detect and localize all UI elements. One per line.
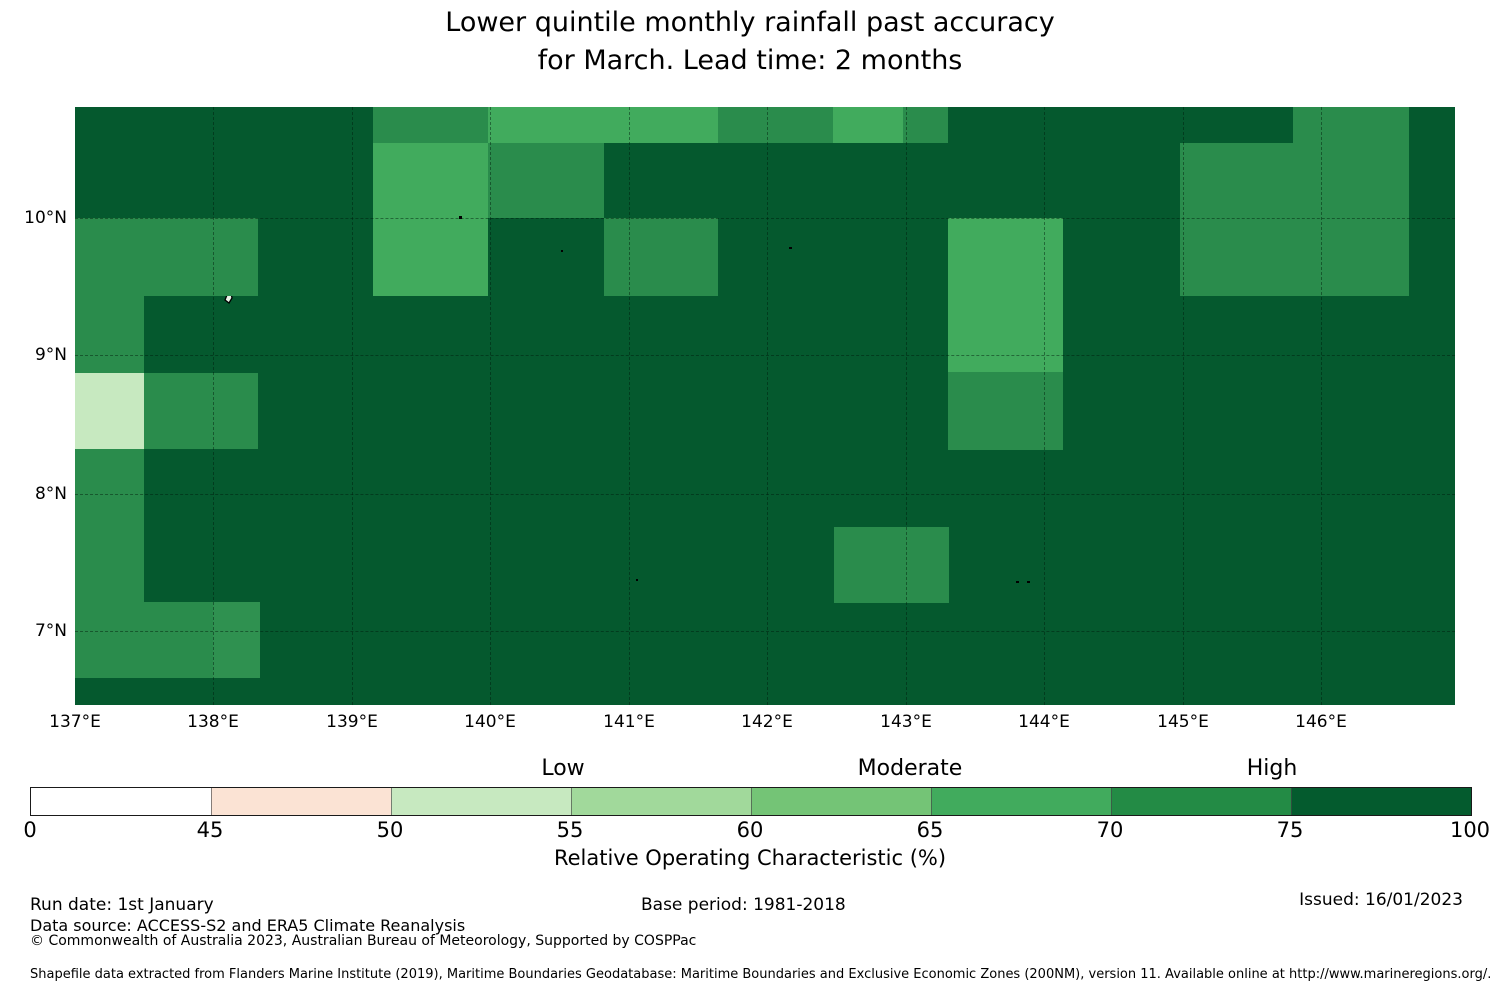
lon-tick-label: 145°E [1157,712,1209,732]
run-date-text: Run date: 1st January [30,895,214,915]
map-cell [373,143,488,218]
lon-tick-label: 146°E [1295,712,1347,732]
data-source-text: Data source: ACCESS-S2 and ERA5 Climate … [30,916,466,935]
map-cell [75,218,258,296]
colorbar-tick-label: 70 [1096,818,1124,842]
lat-tick-label: 8°N [34,484,67,504]
colorbar-segment-60-65 [751,788,931,815]
map-cell [373,107,488,143]
map-gridline-vertical [213,107,214,705]
map-cell [1180,143,1409,218]
colorbar-segment-75-100 [1291,788,1471,815]
colorbar-tick-label: 100 [1449,818,1491,842]
chart-title-line2: for March. Lead time: 2 months [537,45,963,76]
map-gridline-horizontal [75,631,1455,632]
island-dot [636,579,638,581]
map-cell [834,527,949,603]
shapefile-attribution-text: Shapefile data extracted from Flanders M… [30,967,1492,982]
lon-tick-label: 137°E [49,712,101,732]
map-gridline-horizontal [75,218,1455,219]
map-cell [948,218,1063,372]
colorbar-category-high: High [1246,756,1298,781]
lon-tick-label: 139°E [326,712,378,732]
colorbar-tick-label: 60 [736,818,764,842]
colorbar-tick-label: 45 [196,818,224,842]
map-gridline-vertical [1321,107,1322,705]
lat-tick-label: 7°N [34,621,67,641]
chart-title: Lower quintile monthly rainfall past acc… [0,4,1500,80]
colorbar-segment-45-50 [211,788,391,815]
base-period-text: Base period: 1981-2018 [641,895,846,915]
copyright-text: © Commonwealth of Australia 2023, Austra… [30,933,697,949]
colorbar-segment-70-75 [1111,788,1291,815]
map-gridline-vertical [352,107,353,705]
map-gridline-vertical [1183,107,1184,705]
island-dot [561,250,563,252]
colorbar-segment-65-70 [931,788,1111,815]
island-dot [1016,581,1019,583]
colorbar-segment-50-55 [391,788,571,815]
map-gridline-vertical [906,107,907,705]
colorbar-tick-label: 0 [23,818,37,842]
map-gridline-horizontal [75,355,1455,356]
colorbar-tick-label: 75 [1276,818,1304,842]
lon-tick-label: 141°E [603,712,655,732]
map-cell [75,449,144,602]
map-cell [718,107,833,143]
issued-text: Issued: 16/01/2023 [1299,890,1463,910]
map-cell [75,373,144,449]
colorbar-tick-label: 65 [916,818,944,842]
colorbar-segment-55-60 [571,788,751,815]
map-cell [488,143,604,218]
colorbar-tick-label: 50 [376,818,404,842]
island-dot [789,247,792,249]
map-cell [903,107,948,143]
colorbar-category-moderate: Moderate [857,756,963,781]
island-dot [459,216,462,219]
colorbar-category-low: Low [541,756,585,781]
map-cell [1293,107,1409,143]
lon-tick-label: 143°E [880,712,932,732]
lon-tick-label: 144°E [1018,712,1070,732]
lat-tick-label: 10°N [24,208,67,228]
map-cell [144,373,258,449]
map-cell [948,372,1063,450]
map-gridline-vertical [767,107,768,705]
map-gridline-vertical [490,107,491,705]
lat-tick-label: 9°N [34,345,67,365]
map-cell [1180,218,1409,296]
lon-tick-label: 140°E [464,712,516,732]
map-cell [213,602,260,678]
map-cell [488,107,718,143]
map-cell [833,107,903,143]
colorbar-segment-0-45 [31,788,211,815]
heatmap-plot-area [75,107,1455,705]
island-dot [1027,581,1030,583]
map-cell [75,296,144,373]
map-cell [75,602,213,678]
colorbar-axis-label: Relative Operating Characteristic (%) [553,846,947,870]
chart-title-line1: Lower quintile monthly rainfall past acc… [445,7,1055,38]
map-gridline-vertical [1044,107,1045,705]
map-gridline-horizontal [75,494,1455,495]
map-gridline-vertical [629,107,630,705]
map-cell [604,218,718,296]
lon-tick-label: 142°E [741,712,793,732]
map-cell [373,218,488,296]
colorbar [30,787,1472,816]
lon-tick-label: 138°E [187,712,239,732]
colorbar-tick-label: 55 [556,818,584,842]
